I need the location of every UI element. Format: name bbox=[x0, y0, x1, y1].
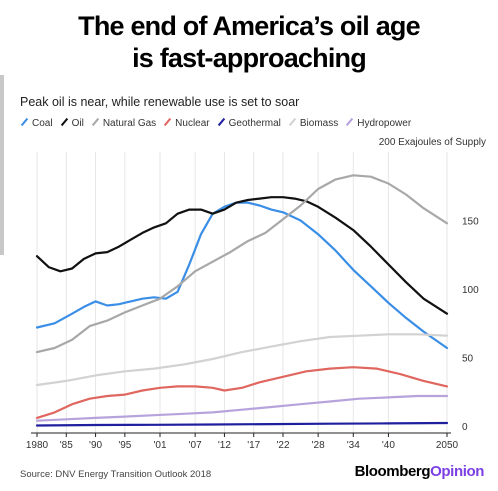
series-line-natural-gas bbox=[35, 174, 449, 354]
chart-title-line1: The end of America’s oil age bbox=[78, 11, 421, 41]
units-label: 200 Exajoules of Supply bbox=[378, 137, 486, 148]
x-tick-label: '34 bbox=[347, 440, 360, 451]
brand-suffix: Opinion bbox=[430, 463, 484, 480]
legend-item-oil: Oil bbox=[60, 118, 84, 129]
chart-title: The end of America’s oil age is fast-app… bbox=[0, 10, 498, 74]
legend-label-hydropower: Hydropower bbox=[357, 118, 412, 129]
legend-item-biomass: Biomass bbox=[288, 118, 338, 129]
x-tick-label: '12 bbox=[218, 440, 231, 451]
x-tick-label: '90 bbox=[89, 440, 102, 451]
y-tick-label: 150 bbox=[462, 217, 479, 228]
brand-name: Bloomberg bbox=[354, 463, 431, 480]
x-tick-label: '85 bbox=[60, 440, 73, 451]
chart-title-line2: is fast-approaching bbox=[132, 43, 367, 73]
brand-logo: BloombergOpinion bbox=[354, 463, 485, 480]
x-tick-label: '17 bbox=[247, 440, 260, 451]
legend-label-geothermal: Geothermal bbox=[228, 118, 281, 129]
chart-legend: Coal Oil Natural Gas Nuclear Geothermal Bioma… bbox=[20, 118, 490, 129]
y-tick-label: 100 bbox=[462, 285, 479, 296]
legend-label-nuclear: Nuclear bbox=[175, 118, 210, 129]
legend-label-biomass: Biomass bbox=[299, 118, 339, 129]
series-line-nuclear bbox=[35, 366, 449, 419]
series-line-biomass bbox=[35, 333, 449, 387]
series-line-hydropower bbox=[35, 394, 449, 422]
y-tick-label: 50 bbox=[462, 354, 474, 365]
x-tick-label: '95 bbox=[118, 440, 131, 451]
legend-label-coal: Coal bbox=[32, 118, 53, 129]
chart-subtitle: Peak oil is near, while renewable use is… bbox=[20, 95, 300, 109]
legend-item-coal: Coal bbox=[20, 118, 53, 129]
series-line-coal bbox=[35, 201, 449, 350]
legend-label-natural-gas: Natural Gas bbox=[102, 118, 157, 129]
legend-item-hydropower: Hydropower bbox=[345, 118, 411, 129]
legend-item-nuclear: Nuclear bbox=[163, 118, 210, 129]
x-tick-label: '07 bbox=[189, 440, 202, 451]
x-tick-label: 2050 bbox=[436, 440, 459, 451]
legend-item-geothermal: Geothermal bbox=[217, 118, 281, 129]
source-note: Source: DNV Energy Transition Outlook 20… bbox=[20, 469, 212, 480]
series-line-geothermal bbox=[35, 421, 449, 427]
x-tick-label: '22 bbox=[276, 440, 289, 451]
x-tick-label: 1980 bbox=[26, 440, 49, 451]
edge-divider bbox=[0, 75, 4, 255]
x-tick-label: '01 bbox=[153, 440, 166, 451]
series-line-oil bbox=[35, 196, 449, 315]
y-tick-label: 0 bbox=[462, 422, 468, 433]
legend-label-oil: Oil bbox=[71, 118, 84, 129]
x-tick-label: '40 bbox=[382, 440, 395, 451]
legend-item-natural-gas: Natural Gas bbox=[91, 118, 156, 129]
x-tick-label: '28 bbox=[312, 440, 325, 451]
